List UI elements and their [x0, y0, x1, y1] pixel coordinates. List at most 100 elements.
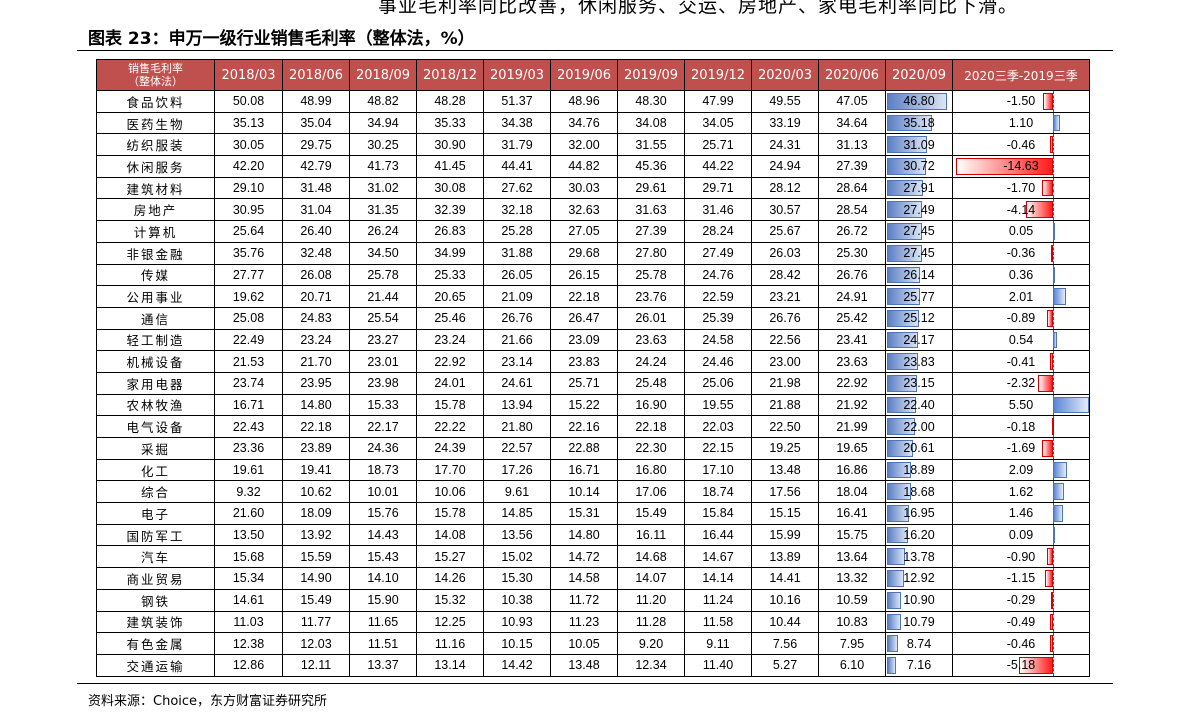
- cell-value: 23.76: [617, 285, 685, 308]
- cell-value: 15.49: [617, 502, 685, 525]
- cell-value: -1.70: [1006, 181, 1036, 196]
- cell-value: 13.78: [903, 549, 935, 564]
- cell-value: 13.94: [483, 393, 551, 417]
- cell-value: 10.16: [751, 588, 819, 612]
- cell-value: 31.13: [818, 133, 886, 157]
- cell-value: 48.28: [416, 90, 484, 113]
- cell-value: -0.41: [1006, 354, 1036, 369]
- cell-value: 14.26: [416, 567, 484, 590]
- cell-value: 23.98: [349, 371, 417, 395]
- cell-value: 13.48: [751, 458, 819, 482]
- positive-diff-bar: [1053, 461, 1067, 479]
- gross-margin-table: 销售毛利率 （整体法） 2018/03 2018/06 2018/09 2018/12…: [96, 59, 1090, 677]
- cell-value: -14.63: [1003, 159, 1039, 174]
- cell-yoy-diff: -0.36: [952, 241, 1090, 265]
- industry-name: 化工: [96, 458, 215, 482]
- cell-yoy-diff: -14.63: [952, 155, 1090, 178]
- cell-value: 42.20: [214, 155, 283, 178]
- negative-diff-bar: [1037, 374, 1053, 392]
- cell-value: 32.63: [550, 198, 618, 222]
- cell-bar-2020-09: 7.16: [885, 653, 953, 677]
- table-row: 电气设备 22.43 22.18 22.17 22.22 21.80 22.16 22.18 2…: [96, 415, 1090, 438]
- table-row: 采掘 23.36 23.89 24.36 24.39 22.57 22.88 22.30 22.…: [96, 437, 1090, 460]
- cell-value: 31.63: [617, 198, 685, 222]
- cell-value: 10.62: [282, 480, 350, 504]
- cell-value: 31.09: [903, 137, 935, 152]
- cell-value: 47.99: [684, 90, 752, 113]
- cell-value: 32.00: [550, 133, 618, 157]
- cell-value: 15.15: [751, 502, 819, 525]
- cell-yoy-diff: -1.69: [952, 437, 1090, 460]
- zero-axis-line: [1053, 178, 1054, 198]
- preceding-text-line: 事业毛利率同比改善，休闲服务、交运、房地产、家电毛利率同比下滑。: [378, 0, 1019, 17]
- data-bar: [887, 548, 905, 566]
- cell-value: 22.17: [349, 415, 417, 438]
- cell-value: 18.89: [903, 463, 935, 478]
- cell-value: 35.04: [282, 111, 350, 135]
- cell-value: 9.61: [483, 480, 551, 504]
- data-bar: [887, 244, 923, 262]
- cell-value: -0.49: [1006, 614, 1036, 629]
- industry-name: 商业贸易: [96, 567, 215, 590]
- cell-yoy-diff: 0.09: [952, 523, 1090, 547]
- cell-value: 20.65: [416, 285, 484, 308]
- header-col-5: 2019/06: [550, 59, 618, 91]
- data-bar: [887, 656, 897, 674]
- cell-value: 18.73: [349, 458, 417, 482]
- cell-value: 23.15: [903, 376, 935, 391]
- industry-name: 国防军工: [96, 523, 215, 547]
- negative-diff-bar: [1050, 244, 1053, 262]
- cell-value: 35.76: [214, 241, 283, 265]
- cell-value: 25.77: [903, 289, 935, 304]
- cell-value: 27.49: [903, 202, 935, 217]
- cell-value: 10.90: [903, 593, 935, 608]
- negative-diff-bar: [1050, 353, 1053, 370]
- table-row: 房地产 30.95 31.04 31.35 32.39 32.18 32.63 31.63 31…: [96, 198, 1090, 222]
- cell-value: -1.50: [1006, 94, 1036, 109]
- negative-diff-bar: [956, 158, 1053, 175]
- cell-value: 25.06: [684, 371, 752, 395]
- cell-value: 22.92: [416, 350, 484, 373]
- cell-value: 24.24: [617, 350, 685, 373]
- cell-value: 25.67: [751, 220, 819, 243]
- cell-value: -1.69: [1006, 441, 1036, 456]
- cell-value: 34.64: [818, 111, 886, 135]
- cell-value: 25.08: [214, 306, 283, 330]
- cell-value: 23.24: [416, 328, 484, 352]
- table-row: 化工 19.61 19.41 18.73 17.70 17.26 16.71 16.80 17.…: [96, 458, 1090, 482]
- cell-value: 24.36: [349, 437, 417, 460]
- header-col-9: 2020/06: [818, 59, 886, 91]
- cell-value: 48.30: [617, 90, 685, 113]
- data-bar: [887, 461, 912, 479]
- cell-value: 19.61: [214, 458, 283, 482]
- cell-value: 26.05: [483, 263, 551, 287]
- cell-value: 10.44: [751, 610, 819, 634]
- cell-value: 14.72: [550, 545, 618, 569]
- cell-value: 17.56: [751, 480, 819, 504]
- table-row: 轻工制造 22.49 23.24 23.27 23.24 21.66 23.09 23.63 2…: [96, 328, 1090, 352]
- zero-axis-line: [1053, 308, 1054, 329]
- cell-value: 14.58: [550, 567, 618, 590]
- cell-value: 45.36: [617, 155, 685, 178]
- cell-value: 17.26: [483, 458, 551, 482]
- header-col-10: 2020/09: [885, 59, 953, 91]
- cell-value: 21.44: [349, 285, 417, 308]
- cell-value: 24.83: [282, 306, 350, 330]
- cell-value: 15.31: [550, 502, 618, 525]
- cell-value: 18.68: [903, 484, 935, 499]
- cell-bar-2020-09: 26.14: [885, 263, 953, 287]
- data-bar: [887, 374, 917, 392]
- cell-value: 31.46: [684, 198, 752, 222]
- cell-value: 10.14: [550, 480, 618, 504]
- cell-value: 7.16: [906, 658, 932, 673]
- cell-value: 15.49: [282, 588, 350, 612]
- table-row: 综合 9.32 10.62 10.01 10.06 9.61 10.14 17.06 18.74…: [96, 480, 1090, 504]
- cell-value: 21.70: [282, 350, 350, 373]
- cell-value: 34.99: [416, 241, 484, 265]
- table-row: 国防军工 13.50 13.92 14.43 14.08 13.56 14.80 16.11 1…: [96, 523, 1090, 547]
- header-col-3: 2018/12: [416, 59, 484, 91]
- data-bar: [887, 114, 933, 132]
- cell-value: 30.90: [416, 133, 484, 157]
- cell-yoy-diff: -0.46: [952, 632, 1090, 655]
- industry-name: 电气设备: [96, 415, 215, 438]
